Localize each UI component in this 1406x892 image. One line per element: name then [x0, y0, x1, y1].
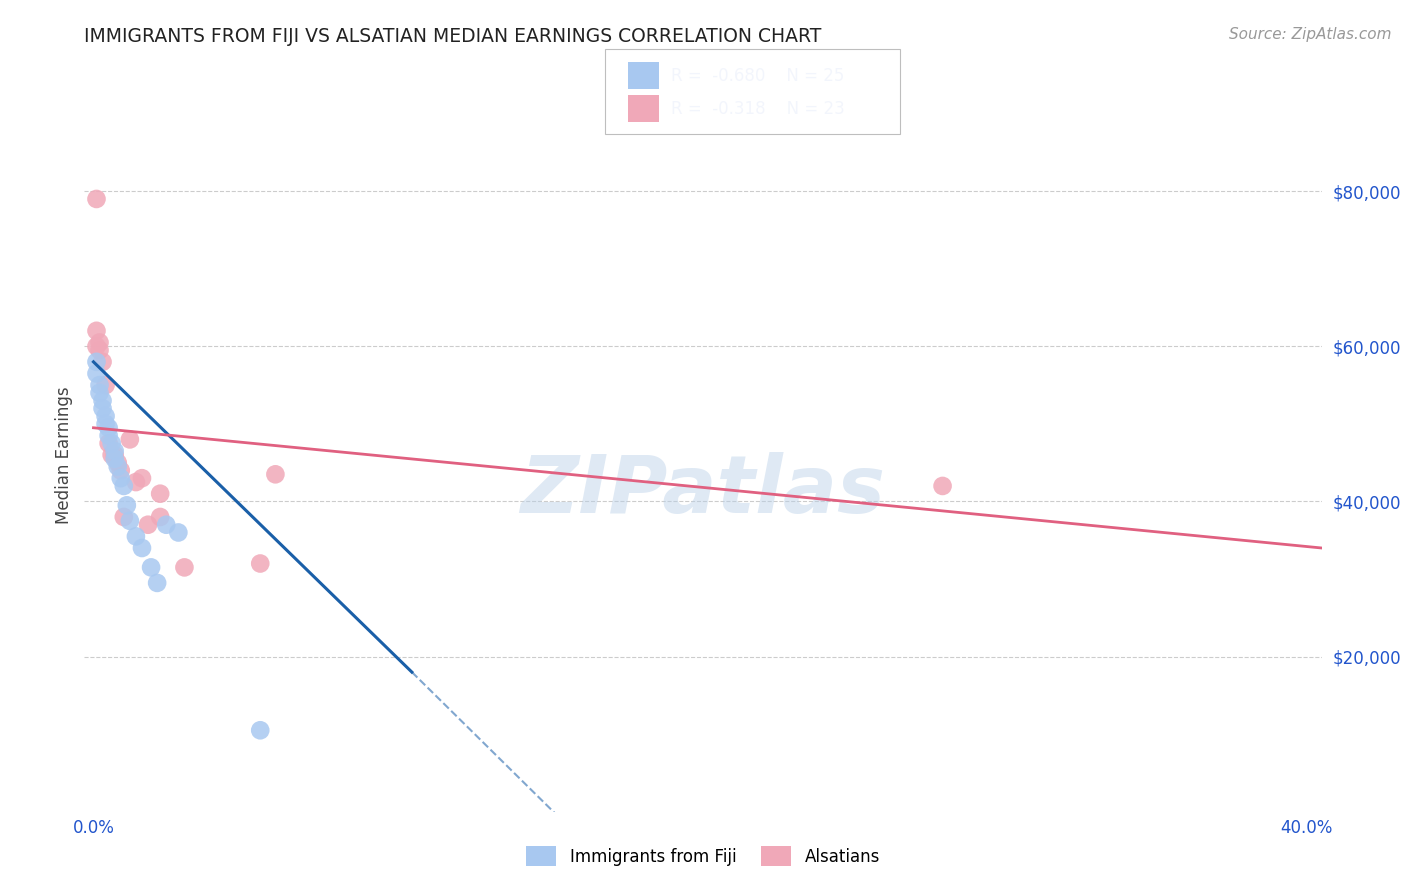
Point — [86, 355, 108, 369]
Point — [118, 514, 141, 528]
Point — [139, 560, 162, 574]
Text: IMMIGRANTS FROM FIJI VS ALSATIAN MEDIAN EARNINGS CORRELATION CHART: IMMIGRANTS FROM FIJI VS ALSATIAN MEDIAN … — [84, 27, 821, 45]
Point — [86, 367, 108, 381]
Point — [97, 421, 120, 435]
Point — [131, 471, 153, 485]
Point — [131, 541, 153, 555]
Point — [112, 510, 135, 524]
Point — [104, 451, 127, 466]
Point — [91, 355, 114, 369]
Point — [91, 401, 114, 416]
Point — [931, 479, 953, 493]
Legend: Immigrants from Fiji, Alsatians: Immigrants from Fiji, Alsatians — [517, 838, 889, 875]
Text: Source: ZipAtlas.com: Source: ZipAtlas.com — [1229, 27, 1392, 42]
Point — [86, 324, 108, 338]
Point — [249, 557, 271, 571]
Point — [149, 486, 172, 500]
Point — [264, 467, 287, 482]
Text: ZIPatlas: ZIPatlas — [520, 451, 886, 530]
Point — [173, 560, 195, 574]
Point — [125, 475, 148, 489]
Point — [94, 409, 117, 424]
Point — [89, 343, 111, 358]
Point — [89, 378, 111, 392]
Point — [94, 378, 117, 392]
Point — [91, 393, 114, 408]
Point — [110, 471, 132, 485]
Point — [136, 517, 159, 532]
Point — [249, 723, 271, 738]
Point — [104, 448, 127, 462]
Text: R =  -0.680    N = 25: R = -0.680 N = 25 — [671, 67, 844, 85]
Point — [125, 529, 148, 543]
Point — [104, 444, 127, 458]
Point — [86, 339, 108, 353]
Point — [107, 459, 129, 474]
Point — [86, 192, 108, 206]
Point — [89, 335, 111, 350]
Y-axis label: Median Earnings: Median Earnings — [55, 386, 73, 524]
Point — [155, 517, 177, 532]
Point — [118, 433, 141, 447]
Point — [107, 456, 129, 470]
Point — [112, 479, 135, 493]
Point — [167, 525, 190, 540]
Point — [149, 510, 172, 524]
Point — [100, 436, 122, 450]
Point — [110, 463, 132, 477]
Point — [94, 417, 117, 431]
Point — [100, 448, 122, 462]
Point — [97, 436, 120, 450]
Point — [89, 385, 111, 400]
Point — [115, 499, 138, 513]
Point — [146, 575, 169, 590]
Point — [97, 428, 120, 442]
Text: R =  -0.318    N = 23: R = -0.318 N = 23 — [671, 100, 845, 118]
